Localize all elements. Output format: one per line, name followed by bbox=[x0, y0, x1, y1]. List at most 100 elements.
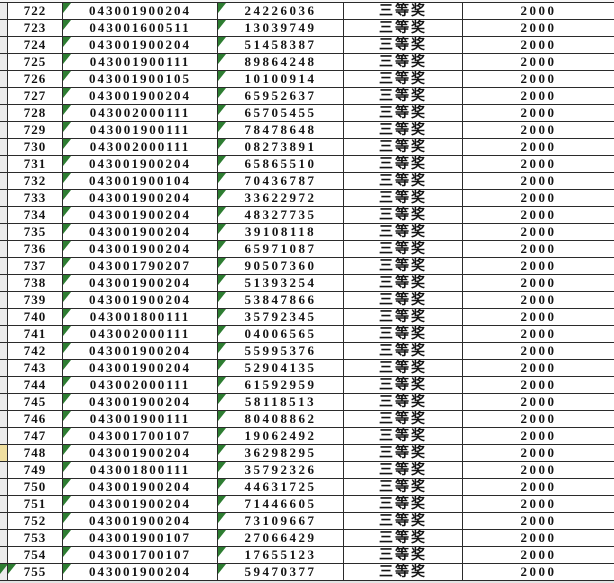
cell-amount[interactable]: 2000 bbox=[463, 513, 614, 529]
cell-row-number[interactable]: 730 bbox=[8, 139, 63, 155]
cell-serial[interactable]: 17655123 bbox=[218, 547, 344, 563]
cell-amount[interactable]: 2000 bbox=[463, 71, 614, 87]
cell-prize[interactable]: 三等奖 bbox=[344, 88, 463, 104]
cell-serial[interactable]: 70436787 bbox=[218, 173, 344, 189]
cell-code[interactable]: 043001900204 bbox=[63, 224, 218, 240]
cell-prize[interactable]: 三等奖 bbox=[344, 241, 463, 257]
cell-amount[interactable]: 2000 bbox=[463, 326, 614, 342]
cell-amount[interactable]: 2000 bbox=[463, 343, 614, 359]
cell-row-number[interactable]: 737 bbox=[8, 258, 63, 274]
cell-code[interactable]: 043002000111 bbox=[63, 139, 218, 155]
cell-serial[interactable]: 89864248 bbox=[218, 54, 344, 70]
cell-row-number[interactable]: 755 bbox=[8, 564, 63, 580]
cell-prize[interactable]: 三等奖 bbox=[344, 377, 463, 393]
cell-amount[interactable]: 2000 bbox=[463, 241, 614, 257]
cell-row-number[interactable]: 726 bbox=[8, 71, 63, 87]
cell-gutter[interactable] bbox=[0, 139, 8, 155]
cell-amount[interactable]: 2000 bbox=[463, 462, 614, 478]
cell-amount[interactable]: 2000 bbox=[463, 309, 614, 325]
cell-code[interactable]: 043001900204 bbox=[63, 3, 218, 19]
cell-prize[interactable]: 三等奖 bbox=[344, 445, 463, 461]
cell-row-number[interactable]: 740 bbox=[8, 309, 63, 325]
cell-serial[interactable]: 44631725 bbox=[218, 479, 344, 495]
cell-amount[interactable]: 2000 bbox=[463, 207, 614, 223]
cell-row-number[interactable]: 753 bbox=[8, 530, 63, 546]
cell-serial[interactable]: 10100914 bbox=[218, 71, 344, 87]
cell-prize[interactable]: 三等奖 bbox=[344, 394, 463, 410]
cell-code[interactable]: 043001900204 bbox=[63, 360, 218, 376]
cell-row-number[interactable]: 745 bbox=[8, 394, 63, 410]
cell-row-number[interactable]: 725 bbox=[8, 54, 63, 70]
cell-prize[interactable]: 三等奖 bbox=[344, 343, 463, 359]
cell-serial[interactable]: 27066429 bbox=[218, 530, 344, 546]
cell-serial[interactable]: 19062492 bbox=[218, 428, 344, 444]
cell-gutter[interactable] bbox=[0, 360, 8, 376]
cell-serial[interactable]: 39108118 bbox=[218, 224, 344, 240]
cell-prize[interactable]: 三等奖 bbox=[344, 513, 463, 529]
cell-serial[interactable]: 80408862 bbox=[218, 411, 344, 427]
cell-prize[interactable]: 三等奖 bbox=[344, 547, 463, 563]
cell-row-number[interactable]: 743 bbox=[8, 360, 63, 376]
cell-row-number[interactable]: 731 bbox=[8, 156, 63, 172]
cell-prize[interactable]: 三等奖 bbox=[344, 496, 463, 512]
cell-row-number[interactable]: 747 bbox=[8, 428, 63, 444]
cell-prize[interactable]: 三等奖 bbox=[344, 360, 463, 376]
cell-gutter[interactable] bbox=[0, 275, 8, 291]
cell-row-number[interactable]: 727 bbox=[8, 88, 63, 104]
cell-code[interactable]: 043001900204 bbox=[63, 343, 218, 359]
cell-row-number[interactable]: 734 bbox=[8, 207, 63, 223]
cell-row-number[interactable]: 723 bbox=[8, 20, 63, 36]
cell-serial[interactable]: 33622972 bbox=[218, 190, 344, 206]
cell-row-number[interactable]: 750 bbox=[8, 479, 63, 495]
cell-prize[interactable]: 三等奖 bbox=[344, 564, 463, 580]
cell-gutter[interactable] bbox=[0, 258, 8, 274]
cell-amount[interactable]: 2000 bbox=[463, 564, 614, 580]
cell-row-number[interactable]: 744 bbox=[8, 377, 63, 393]
cell-serial[interactable]: 58118513 bbox=[218, 394, 344, 410]
cell-amount[interactable]: 2000 bbox=[463, 547, 614, 563]
cell-amount[interactable]: 2000 bbox=[463, 122, 614, 138]
cell-gutter[interactable] bbox=[0, 292, 8, 308]
cell-gutter[interactable] bbox=[0, 547, 8, 563]
cell-row-number[interactable]: 722 bbox=[8, 3, 63, 19]
cell-row-number[interactable]: 746 bbox=[8, 411, 63, 427]
cell-gutter[interactable] bbox=[0, 3, 8, 19]
cell-amount[interactable]: 2000 bbox=[463, 275, 614, 291]
cell-code[interactable]: 043002000111 bbox=[63, 105, 218, 121]
cell-prize[interactable]: 三等奖 bbox=[344, 105, 463, 121]
cell-code[interactable]: 043001900204 bbox=[63, 496, 218, 512]
cell-gutter[interactable] bbox=[0, 122, 8, 138]
cell-row-number[interactable]: 742 bbox=[8, 343, 63, 359]
cell-code[interactable]: 043001900204 bbox=[63, 564, 218, 580]
cell-serial[interactable]: 35792345 bbox=[218, 309, 344, 325]
cell-serial[interactable]: 35792326 bbox=[218, 462, 344, 478]
cell-gutter[interactable] bbox=[0, 241, 8, 257]
cell-prize[interactable]: 三等奖 bbox=[344, 224, 463, 240]
cell-gutter[interactable] bbox=[0, 564, 8, 580]
cell-code[interactable]: 043001900204 bbox=[63, 156, 218, 172]
cell-gutter[interactable] bbox=[0, 88, 8, 104]
cell-gutter[interactable] bbox=[0, 377, 8, 393]
cell-gutter[interactable] bbox=[0, 156, 8, 172]
cell-code[interactable]: 043001900105 bbox=[63, 71, 218, 87]
cell-row-number[interactable]: 751 bbox=[8, 496, 63, 512]
cell-serial[interactable]: 65971087 bbox=[218, 241, 344, 257]
cell-serial[interactable]: 48327735 bbox=[218, 207, 344, 223]
cell-serial[interactable]: 65705455 bbox=[218, 105, 344, 121]
cell-amount[interactable]: 2000 bbox=[463, 530, 614, 546]
cell-code[interactable]: 043001900104 bbox=[63, 173, 218, 189]
cell-code[interactable]: 043001900204 bbox=[63, 190, 218, 206]
cell-gutter[interactable] bbox=[0, 54, 8, 70]
cell-row-number[interactable]: 752 bbox=[8, 513, 63, 529]
cell-amount[interactable]: 2000 bbox=[463, 360, 614, 376]
cell-serial[interactable]: 24226036 bbox=[218, 3, 344, 19]
cell-row-number[interactable]: 732 bbox=[8, 173, 63, 189]
cell-gutter[interactable] bbox=[0, 309, 8, 325]
cell-serial[interactable]: 51393254 bbox=[218, 275, 344, 291]
cell-row-number[interactable]: 741 bbox=[8, 326, 63, 342]
cell-serial[interactable]: 61592959 bbox=[218, 377, 344, 393]
cell-amount[interactable]: 2000 bbox=[463, 190, 614, 206]
cell-code[interactable]: 043001900204 bbox=[63, 88, 218, 104]
cell-serial[interactable]: 90507360 bbox=[218, 258, 344, 274]
cell-code[interactable]: 043001790207 bbox=[63, 258, 218, 274]
